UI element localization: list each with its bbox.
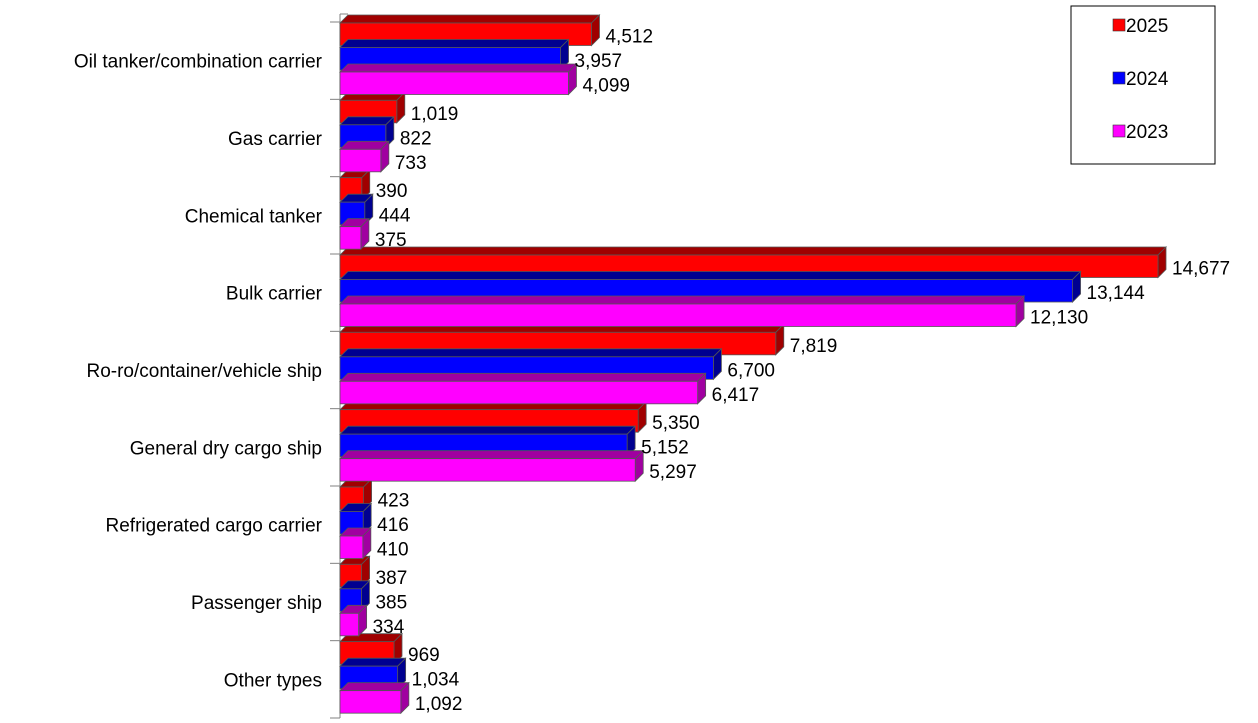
bar-top-face <box>339 246 1167 256</box>
bar-front-face <box>339 226 362 250</box>
bar-top-face <box>339 682 410 692</box>
legend-box <box>1070 5 1216 165</box>
data-label: 416 <box>377 515 409 536</box>
data-label: 4,512 <box>605 27 653 48</box>
bar-front-face <box>339 458 636 482</box>
labels-layer: Oil tanker/combination carrier Gas carrie… <box>74 27 1230 716</box>
data-label: 390 <box>376 181 408 202</box>
bar-top-face <box>339 425 637 435</box>
category-label: Passenger ship <box>191 593 322 614</box>
legend-swatch <box>1112 71 1126 85</box>
bar-front-face <box>339 303 1017 327</box>
bar-top-face <box>339 14 601 24</box>
category-label: Gas carrier <box>228 129 323 150</box>
bar <box>339 372 707 405</box>
data-label: 444 <box>379 206 411 227</box>
data-label: 385 <box>375 592 407 613</box>
data-label: 5,350 <box>652 413 700 434</box>
bars-layer <box>339 14 1167 715</box>
bar-front-face <box>339 690 402 714</box>
data-label: 969 <box>408 645 440 666</box>
data-label: 3,957 <box>575 51 623 72</box>
legend-swatch <box>1112 124 1126 138</box>
legend-entry: 2024 <box>1126 69 1169 90</box>
bar-front-face <box>339 612 360 637</box>
bar <box>339 449 645 483</box>
bar-top-face <box>339 295 1026 305</box>
bar-top-face <box>339 348 723 358</box>
data-label: 410 <box>377 540 409 561</box>
data-label: 4,099 <box>582 76 630 97</box>
bar-front-face <box>339 71 569 95</box>
bar-top-face <box>339 271 1082 280</box>
bar <box>339 604 368 637</box>
bar <box>339 527 372 560</box>
category-label: Chemical tanker <box>185 206 323 227</box>
data-label: 1,092 <box>415 694 463 715</box>
bar-front-face <box>339 380 699 405</box>
bar-top-face <box>339 372 707 382</box>
bar <box>339 681 410 715</box>
data-label: 733 <box>395 153 427 174</box>
bar-front-face <box>339 535 364 559</box>
data-label: 387 <box>376 568 408 589</box>
bar <box>339 217 370 251</box>
bar-top-face <box>339 116 395 126</box>
data-label: 7,819 <box>790 336 838 357</box>
category-label: Oil tanker/combination carrier <box>74 52 323 73</box>
legend: 2025 2024 2023 <box>1070 5 1216 165</box>
category-label: General dry cargo ship <box>130 438 322 459</box>
data-label: 334 <box>373 617 405 638</box>
data-label: 375 <box>375 230 407 251</box>
data-label: 822 <box>400 128 432 149</box>
category-label: Bulk carrier <box>226 284 323 305</box>
bar <box>339 295 1026 328</box>
bar-top-face <box>339 39 570 48</box>
category-label: Ro-ro/container/vehicle ship <box>86 361 322 382</box>
data-label: 423 <box>378 491 410 512</box>
bar <box>339 63 578 96</box>
bar <box>339 140 390 173</box>
data-label: 12,130 <box>1030 308 1088 329</box>
data-label: 5,152 <box>641 438 689 459</box>
legend-swatch <box>1112 18 1126 32</box>
legend-entry: 2023 <box>1126 122 1168 143</box>
bar-top-face <box>339 450 645 460</box>
category-label: Other types <box>224 670 322 691</box>
data-label: 1,034 <box>412 670 460 691</box>
legend-entry: 2025 <box>1126 16 1168 37</box>
data-label: 14,677 <box>1172 259 1230 280</box>
data-label: 6,700 <box>727 360 775 381</box>
bar-top-face <box>339 63 578 73</box>
data-label: 13,144 <box>1087 283 1146 304</box>
category-label: Refrigerated cargo carrier <box>106 516 323 537</box>
data-label: 1,019 <box>411 104 459 125</box>
bar-front-face <box>339 148 382 173</box>
bar-top-face <box>339 657 407 667</box>
data-label: 5,297 <box>649 462 697 483</box>
data-label: 6,417 <box>712 385 760 406</box>
